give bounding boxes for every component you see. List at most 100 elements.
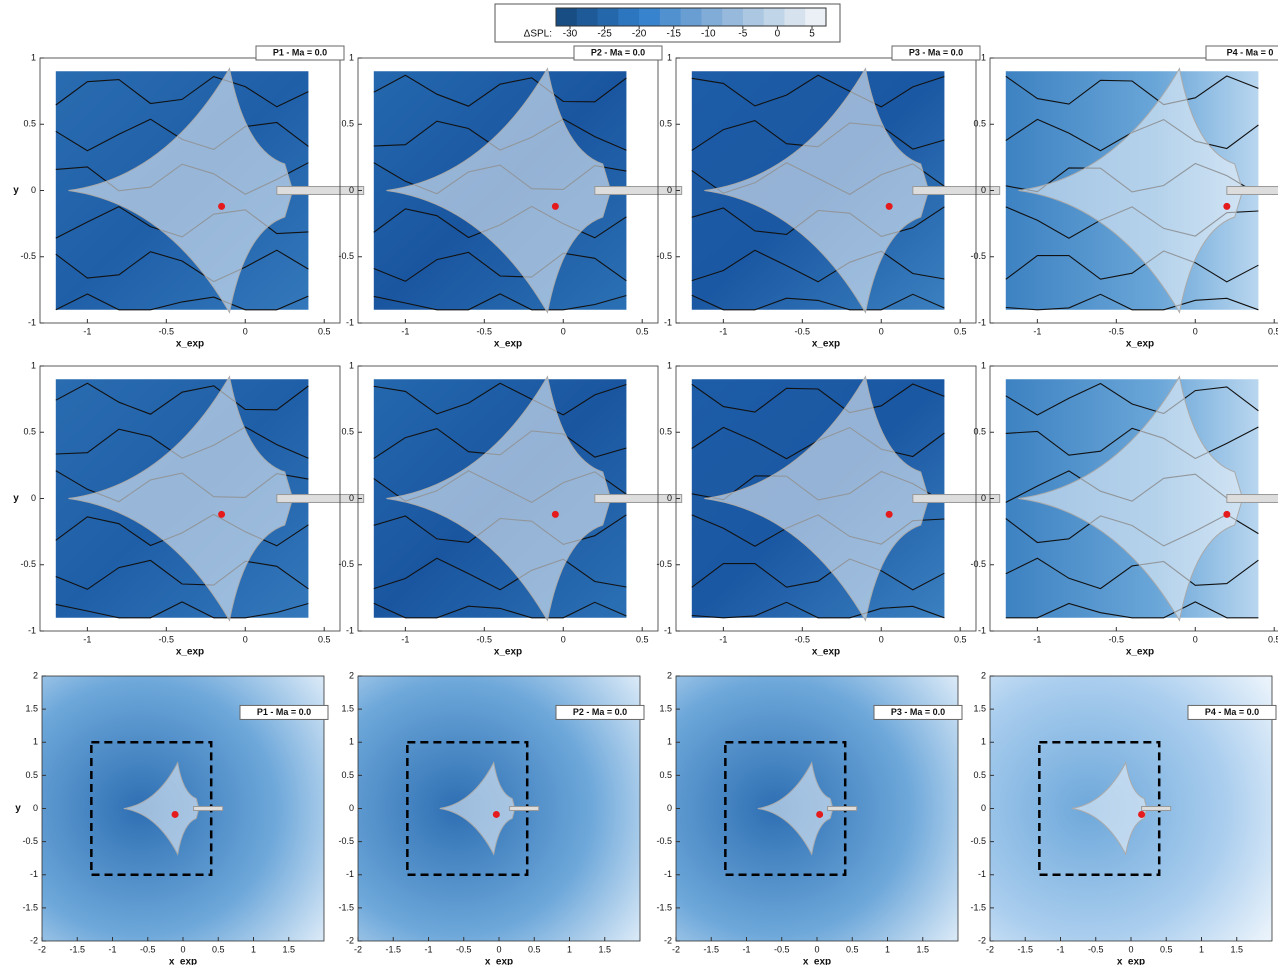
colorbar-swatch — [659, 8, 682, 26]
boom — [827, 806, 858, 811]
y-tick-label: 1.5 — [25, 704, 38, 714]
contour-line — [1005, 382, 1259, 416]
boom — [193, 806, 224, 811]
y-tick-label: -0.5 — [20, 251, 36, 261]
y-tick-label: 1.5 — [659, 704, 672, 714]
x-axis-label: x_exp — [485, 957, 513, 965]
colorbar-swatch — [618, 8, 640, 26]
x-tick-label: 0 — [496, 944, 501, 954]
y-tick-label: 0.5 — [973, 119, 986, 129]
x-tick-label: -0.5 — [159, 634, 175, 644]
x-tick-label: -0.5 — [1088, 944, 1104, 954]
x-tick-label: -1 — [83, 326, 91, 336]
x-tick-label: 0.5 — [1268, 634, 1278, 644]
contour-line — [55, 382, 309, 415]
panel-title: P2 - Ma = 0.0 — [591, 47, 645, 57]
source-point — [218, 202, 226, 210]
x-tick-label: 1 — [251, 944, 256, 954]
y-tick-label: 0 — [33, 803, 38, 813]
y-tick-label: 0 — [667, 185, 672, 195]
y-tick-label: -1.5 — [338, 902, 354, 912]
x-tick-label: 0.5 — [954, 634, 967, 644]
contour-line — [1005, 75, 1259, 106]
y-tick-label: -2 — [978, 935, 986, 945]
y-tick-label: -1 — [978, 869, 986, 879]
x-tick-label: -0.5 — [1109, 326, 1125, 336]
colorbar-swatch — [805, 8, 827, 26]
x-axis-label: x_exp — [1117, 957, 1145, 965]
x-tick-label: 0.5 — [636, 326, 649, 336]
source-point — [171, 810, 179, 818]
title-box — [555, 704, 645, 720]
colorbar-swatch — [742, 8, 765, 26]
contour-line — [691, 249, 945, 283]
y-tick-label: 1 — [349, 737, 354, 747]
x-tick-label: 0 — [1193, 634, 1198, 644]
x-tick-label: -0.5 — [795, 634, 811, 644]
boom — [1226, 186, 1278, 195]
panel-title: P1 - Ma = 0.0 — [257, 707, 311, 717]
contour-line — [55, 249, 309, 283]
source-point — [551, 510, 559, 518]
y-tick-label: 0 — [31, 185, 36, 195]
contour-line — [1005, 250, 1259, 283]
x-tick-label: 1 — [567, 944, 572, 954]
y-tick-label: -1 — [664, 625, 672, 635]
panel-title: P4 - Ma = 0.0 — [1205, 707, 1259, 717]
y-tick-label: 1 — [33, 737, 38, 747]
x-tick-label: -1 — [1056, 944, 1064, 954]
x-tick-label: 0 — [1193, 326, 1198, 336]
x-tick-label: -1 — [719, 326, 727, 336]
x-tick-label: -1 — [401, 326, 409, 336]
x-tick-label: 1.5 — [282, 944, 295, 954]
y-tick-label: -0.5 — [338, 559, 354, 569]
x-tick-label: -1 — [742, 944, 750, 954]
colorbar-swatch — [576, 8, 599, 26]
title-box — [873, 704, 963, 720]
contour-line — [373, 251, 627, 282]
title-box — [1187, 704, 1277, 720]
colorbar-tick-label: 0 — [775, 29, 781, 40]
x-axis-label: x_exp — [494, 647, 522, 658]
y-tick-label: 1 — [981, 737, 986, 747]
x-tick-label: -1.5 — [1017, 944, 1033, 954]
x-tick-label: -1 — [1033, 634, 1041, 644]
x-tick-label: 0 — [879, 326, 884, 336]
x-tick-label: -2 — [354, 944, 362, 954]
y-tick-label: 0 — [349, 803, 354, 813]
x-tick-label: 0 — [561, 634, 566, 644]
y-tick-label: -1 — [346, 625, 354, 635]
y-tick-label: -0.5 — [656, 251, 672, 261]
x-tick-label: 0.5 — [846, 944, 859, 954]
x-tick-label: -0.5 — [140, 944, 156, 954]
x-tick-label: 0.5 — [318, 326, 331, 336]
x-tick-label: 0.5 — [318, 634, 331, 644]
colorbar-swatch — [680, 8, 702, 26]
y-tick-label: 0 — [667, 493, 672, 503]
y-tick-label: 1.5 — [341, 704, 354, 714]
x-tick-label: -0.5 — [477, 326, 493, 336]
x-tick-label: -2 — [672, 944, 680, 954]
y-tick-label: -0.5 — [338, 836, 354, 846]
contour-line — [1005, 557, 1259, 590]
panel-title: P1 - Ma = 0.0 — [273, 47, 327, 57]
y-axis-label: y — [13, 493, 19, 504]
x-tick-label: -0.5 — [159, 326, 175, 336]
x-tick-label: -2 — [38, 944, 46, 954]
y-tick-label: -0.5 — [656, 836, 672, 846]
colorbar-label: ΔSPL: — [524, 29, 552, 40]
x-axis-label: x_exp — [812, 339, 840, 350]
y-tick-label: -0.5 — [22, 836, 38, 846]
x-tick-label: -0.5 — [456, 944, 472, 954]
y-tick-label: -1 — [978, 317, 986, 327]
y-tick-label: -1 — [664, 869, 672, 879]
y-tick-label: 0 — [349, 493, 354, 503]
y-tick-label: -1 — [30, 869, 38, 879]
x-axis-label: x_exp — [1126, 647, 1154, 658]
x-tick-label: 1 — [1199, 944, 1204, 954]
source-point — [816, 810, 824, 818]
y-tick-label: -0.5 — [20, 559, 36, 569]
y-tick-label: -1 — [346, 869, 354, 879]
colorbar-swatch — [639, 8, 661, 26]
